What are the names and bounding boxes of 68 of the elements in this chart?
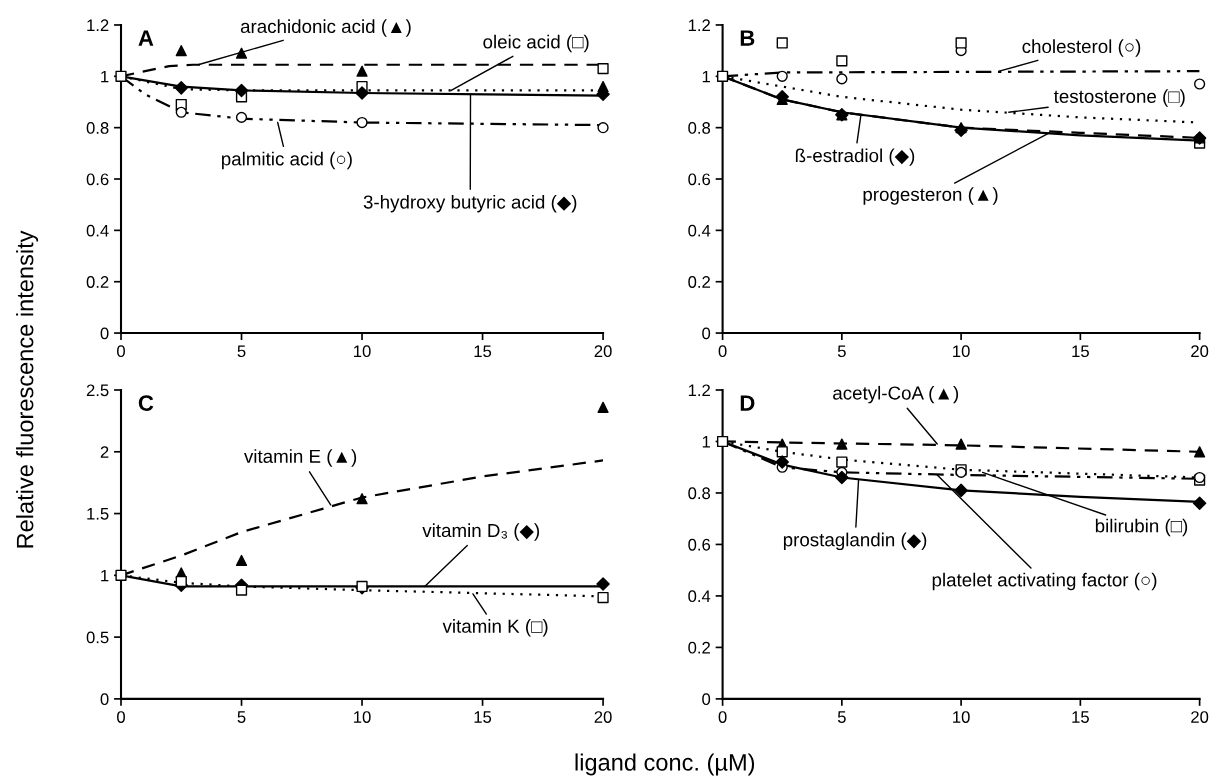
x-tick-label: 10 xyxy=(953,711,970,723)
x-tick-label: 20 xyxy=(1191,345,1209,358)
x-tick-label: 10 xyxy=(354,345,371,358)
annotation: 3-hydroxy butyric acid (◆) xyxy=(363,194,577,213)
y-tick-label: 1.2 xyxy=(87,19,109,31)
y-tick-label: 0.6 xyxy=(688,173,711,186)
annotation: palmitic acid (○) xyxy=(222,151,352,170)
y-tick-label: 0.4 xyxy=(688,590,711,603)
annotation: progesteron (▲) xyxy=(863,187,998,205)
annotation: testosterone (□) xyxy=(1053,89,1185,107)
y-tick-label: 1 xyxy=(101,569,109,582)
x-tick-label: 5 xyxy=(837,711,846,723)
y-tick-label: 0 xyxy=(702,693,711,706)
chart-title: D xyxy=(740,395,755,411)
y-tick-label: 0.2 xyxy=(688,641,710,654)
y-tick-label: 0.6 xyxy=(86,173,109,186)
x-tick-label: 15 xyxy=(1072,345,1089,358)
y-tick-label: 0.2 xyxy=(86,276,109,288)
y-tick-label: 0.8 xyxy=(688,487,711,500)
x-tick-label: 0 xyxy=(117,711,125,723)
x-tick-label: 5 xyxy=(837,345,846,358)
y-tick-label: 0.4 xyxy=(86,224,109,237)
y-tick-label: 1 xyxy=(702,436,710,448)
annotation: ß-estradiol (◆) xyxy=(795,148,915,166)
x-tick-label: 5 xyxy=(237,345,246,358)
x-tick-label: 10 xyxy=(953,345,970,358)
x-tick-label: 0 xyxy=(718,711,727,723)
x-tick-label: 15 xyxy=(474,345,492,358)
x-tick-label: 15 xyxy=(1072,711,1089,723)
chart-title: A xyxy=(138,30,154,46)
y-tick-label: 0.8 xyxy=(688,122,711,134)
y-tick-label: 0.6 xyxy=(688,538,711,551)
y-tick-label: 2 xyxy=(100,446,109,458)
annotation: prostaglandin (◆) xyxy=(783,532,927,551)
y-tick-label: 2.5 xyxy=(86,384,109,397)
x-axis-title: ligand conc. (µM) xyxy=(575,753,755,776)
y-tick-label: 1 xyxy=(101,70,109,83)
x-tick-label: 0 xyxy=(718,345,727,358)
annotation: vitamin E (▲) xyxy=(244,449,357,467)
annotation: cholesterol (○) xyxy=(1022,39,1141,57)
y-tick-label: 0 xyxy=(702,327,711,340)
y-tick-label: 0 xyxy=(100,327,109,340)
y-tick-label: 1.2 xyxy=(688,384,710,397)
annotation: bilirubin (□) xyxy=(1095,518,1188,537)
annotation: acetyl-CoA (▲) xyxy=(833,385,959,404)
y-axis-title: Relative fluorescence intensity xyxy=(16,230,39,548)
x-tick-label: 10 xyxy=(354,711,371,723)
x-tick-label: 5 xyxy=(237,711,246,723)
y-tick-label: 0.2 xyxy=(688,276,710,288)
annotation: platelet activating factor (○) xyxy=(932,572,1157,591)
chart-title: B xyxy=(740,30,755,46)
annotation: vitamin K (□) xyxy=(442,619,548,637)
y-tick-label: 1.5 xyxy=(87,508,109,520)
x-tick-label: 0 xyxy=(117,345,125,358)
chart-title: C xyxy=(138,395,154,411)
y-tick-label: 1 xyxy=(702,70,710,83)
x-tick-label: 20 xyxy=(1191,711,1209,723)
y-tick-label: 0.8 xyxy=(86,122,109,134)
y-tick-label: 0.5 xyxy=(86,631,109,644)
annotation: oleic acid (□) xyxy=(483,34,589,53)
annotation: arachidonic acid (▲) xyxy=(240,19,411,37)
y-tick-label: 0 xyxy=(100,693,109,706)
y-tick-label: 0.4 xyxy=(688,224,711,237)
x-tick-label: 20 xyxy=(594,345,612,358)
x-tick-label: 20 xyxy=(594,711,612,723)
y-tick-label: 1.2 xyxy=(688,19,710,31)
x-tick-label: 15 xyxy=(474,711,492,723)
annotation: vitamin D₃ (◆) xyxy=(422,523,540,541)
